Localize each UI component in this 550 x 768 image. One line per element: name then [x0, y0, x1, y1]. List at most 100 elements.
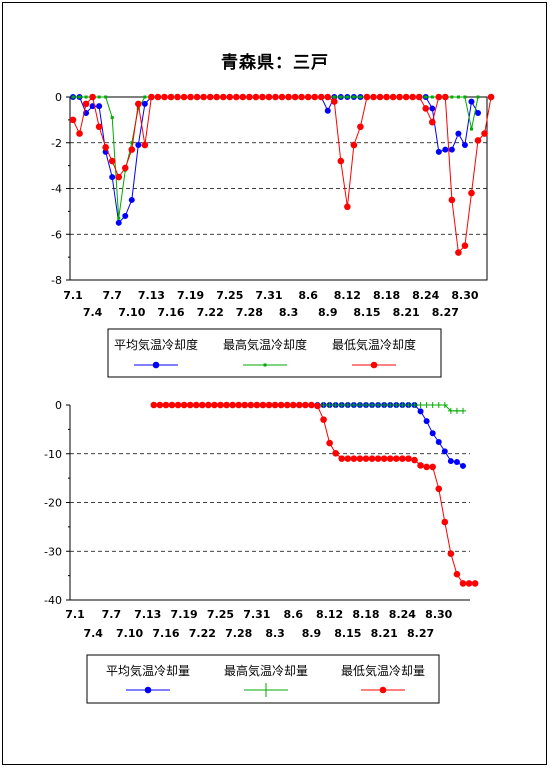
x-tick-label: 7.25 [216, 289, 243, 302]
data-point [345, 95, 349, 99]
data-point [430, 95, 434, 99]
data-point [389, 93, 397, 101]
data-point [229, 401, 236, 409]
x-tick-label: 7.25 [207, 608, 234, 621]
data-point [239, 93, 247, 101]
data-point [259, 401, 267, 409]
data-point [423, 463, 430, 471]
data-point [448, 196, 456, 204]
data-point [356, 455, 364, 462]
data-point [326, 439, 333, 447]
data-point [337, 157, 345, 165]
data-point [411, 456, 418, 464]
data-point [246, 93, 253, 101]
data-point [304, 93, 312, 101]
x-tick-label: 8.9 [318, 306, 338, 319]
data-point [235, 401, 242, 409]
data-point [476, 95, 480, 99]
x-tick-label: 8.30 [451, 289, 478, 302]
data-point [461, 242, 469, 249]
data-point [154, 93, 162, 101]
data-point [135, 142, 142, 149]
data-point [324, 93, 332, 101]
data-point [465, 580, 473, 587]
data-point [320, 416, 327, 423]
data-point [339, 95, 343, 99]
data-point [186, 401, 194, 409]
data-point [393, 402, 400, 408]
data-point [357, 123, 364, 131]
x-tick-label: 7.16 [152, 627, 179, 640]
data-point [415, 93, 423, 101]
data-point [82, 100, 90, 108]
data-point [362, 455, 370, 462]
x-tick-label: 7.19 [171, 608, 198, 621]
legend-entry: 最高気温冷却度 [223, 337, 307, 352]
data-point [358, 95, 362, 99]
data-point [298, 93, 305, 101]
data-point [241, 401, 249, 409]
data-point [317, 93, 325, 101]
data-point [376, 93, 384, 101]
x-tick-label: 8.6 [284, 608, 304, 621]
y-tick-label: -10 [44, 448, 62, 461]
data-point [381, 402, 388, 408]
x-tick-label: 8.27 [432, 306, 459, 319]
data-point [271, 401, 279, 409]
legend-marker [263, 363, 267, 367]
legend-marker [152, 361, 160, 369]
x-tick-label: 8.21 [371, 627, 398, 640]
data-point [374, 455, 382, 462]
data-point [121, 164, 129, 172]
data-point [213, 93, 221, 101]
series-line-2 [72, 95, 492, 254]
data-point [447, 407, 454, 414]
data-point [219, 93, 227, 101]
data-point [468, 189, 475, 197]
data-point [370, 93, 377, 101]
x-tick-label: 7.31 [243, 608, 270, 621]
x-tick-label: 8.3 [265, 627, 285, 640]
data-point [97, 95, 101, 99]
x-tick-label: 8.24 [412, 289, 439, 302]
data-point [199, 401, 206, 409]
legend-entry: 最低気温冷却量 [341, 663, 425, 678]
data-point [375, 402, 382, 408]
data-point [233, 93, 240, 101]
data-point [223, 401, 230, 409]
data-point [350, 402, 357, 408]
series-line-2 [153, 404, 476, 584]
y-tick-label: -8 [51, 274, 62, 287]
data-point [469, 127, 473, 131]
legend-marker [144, 686, 152, 694]
data-point [174, 93, 181, 101]
data-point [453, 459, 460, 466]
data-point [455, 130, 462, 137]
data-point [363, 93, 371, 101]
x-tick-label: 7.10 [116, 627, 143, 640]
data-point [102, 144, 109, 151]
data-point [396, 93, 403, 101]
data-point [95, 123, 103, 131]
data-point [409, 93, 416, 101]
x-tick-label: 7.1 [65, 608, 85, 621]
data-point [468, 98, 475, 105]
data-point [352, 95, 356, 99]
x-tick-label: 8.21 [393, 306, 420, 319]
data-point [130, 141, 134, 145]
legend-entry: 平均気温冷却量 [106, 663, 190, 678]
data-point [344, 455, 352, 462]
data-point [167, 93, 175, 101]
legend-entry: 最低気温冷却度 [332, 337, 416, 352]
data-point [265, 93, 273, 101]
data-point [368, 455, 376, 462]
data-point [122, 212, 129, 219]
data-point [76, 130, 83, 137]
x-tick-label: 8.27 [407, 627, 434, 640]
y-tick-label: -30 [44, 545, 62, 558]
y-tick-label: -6 [51, 228, 62, 241]
data-point [192, 401, 200, 409]
data-point [168, 401, 176, 409]
legend-marker [379, 686, 387, 694]
data-point [289, 401, 297, 409]
